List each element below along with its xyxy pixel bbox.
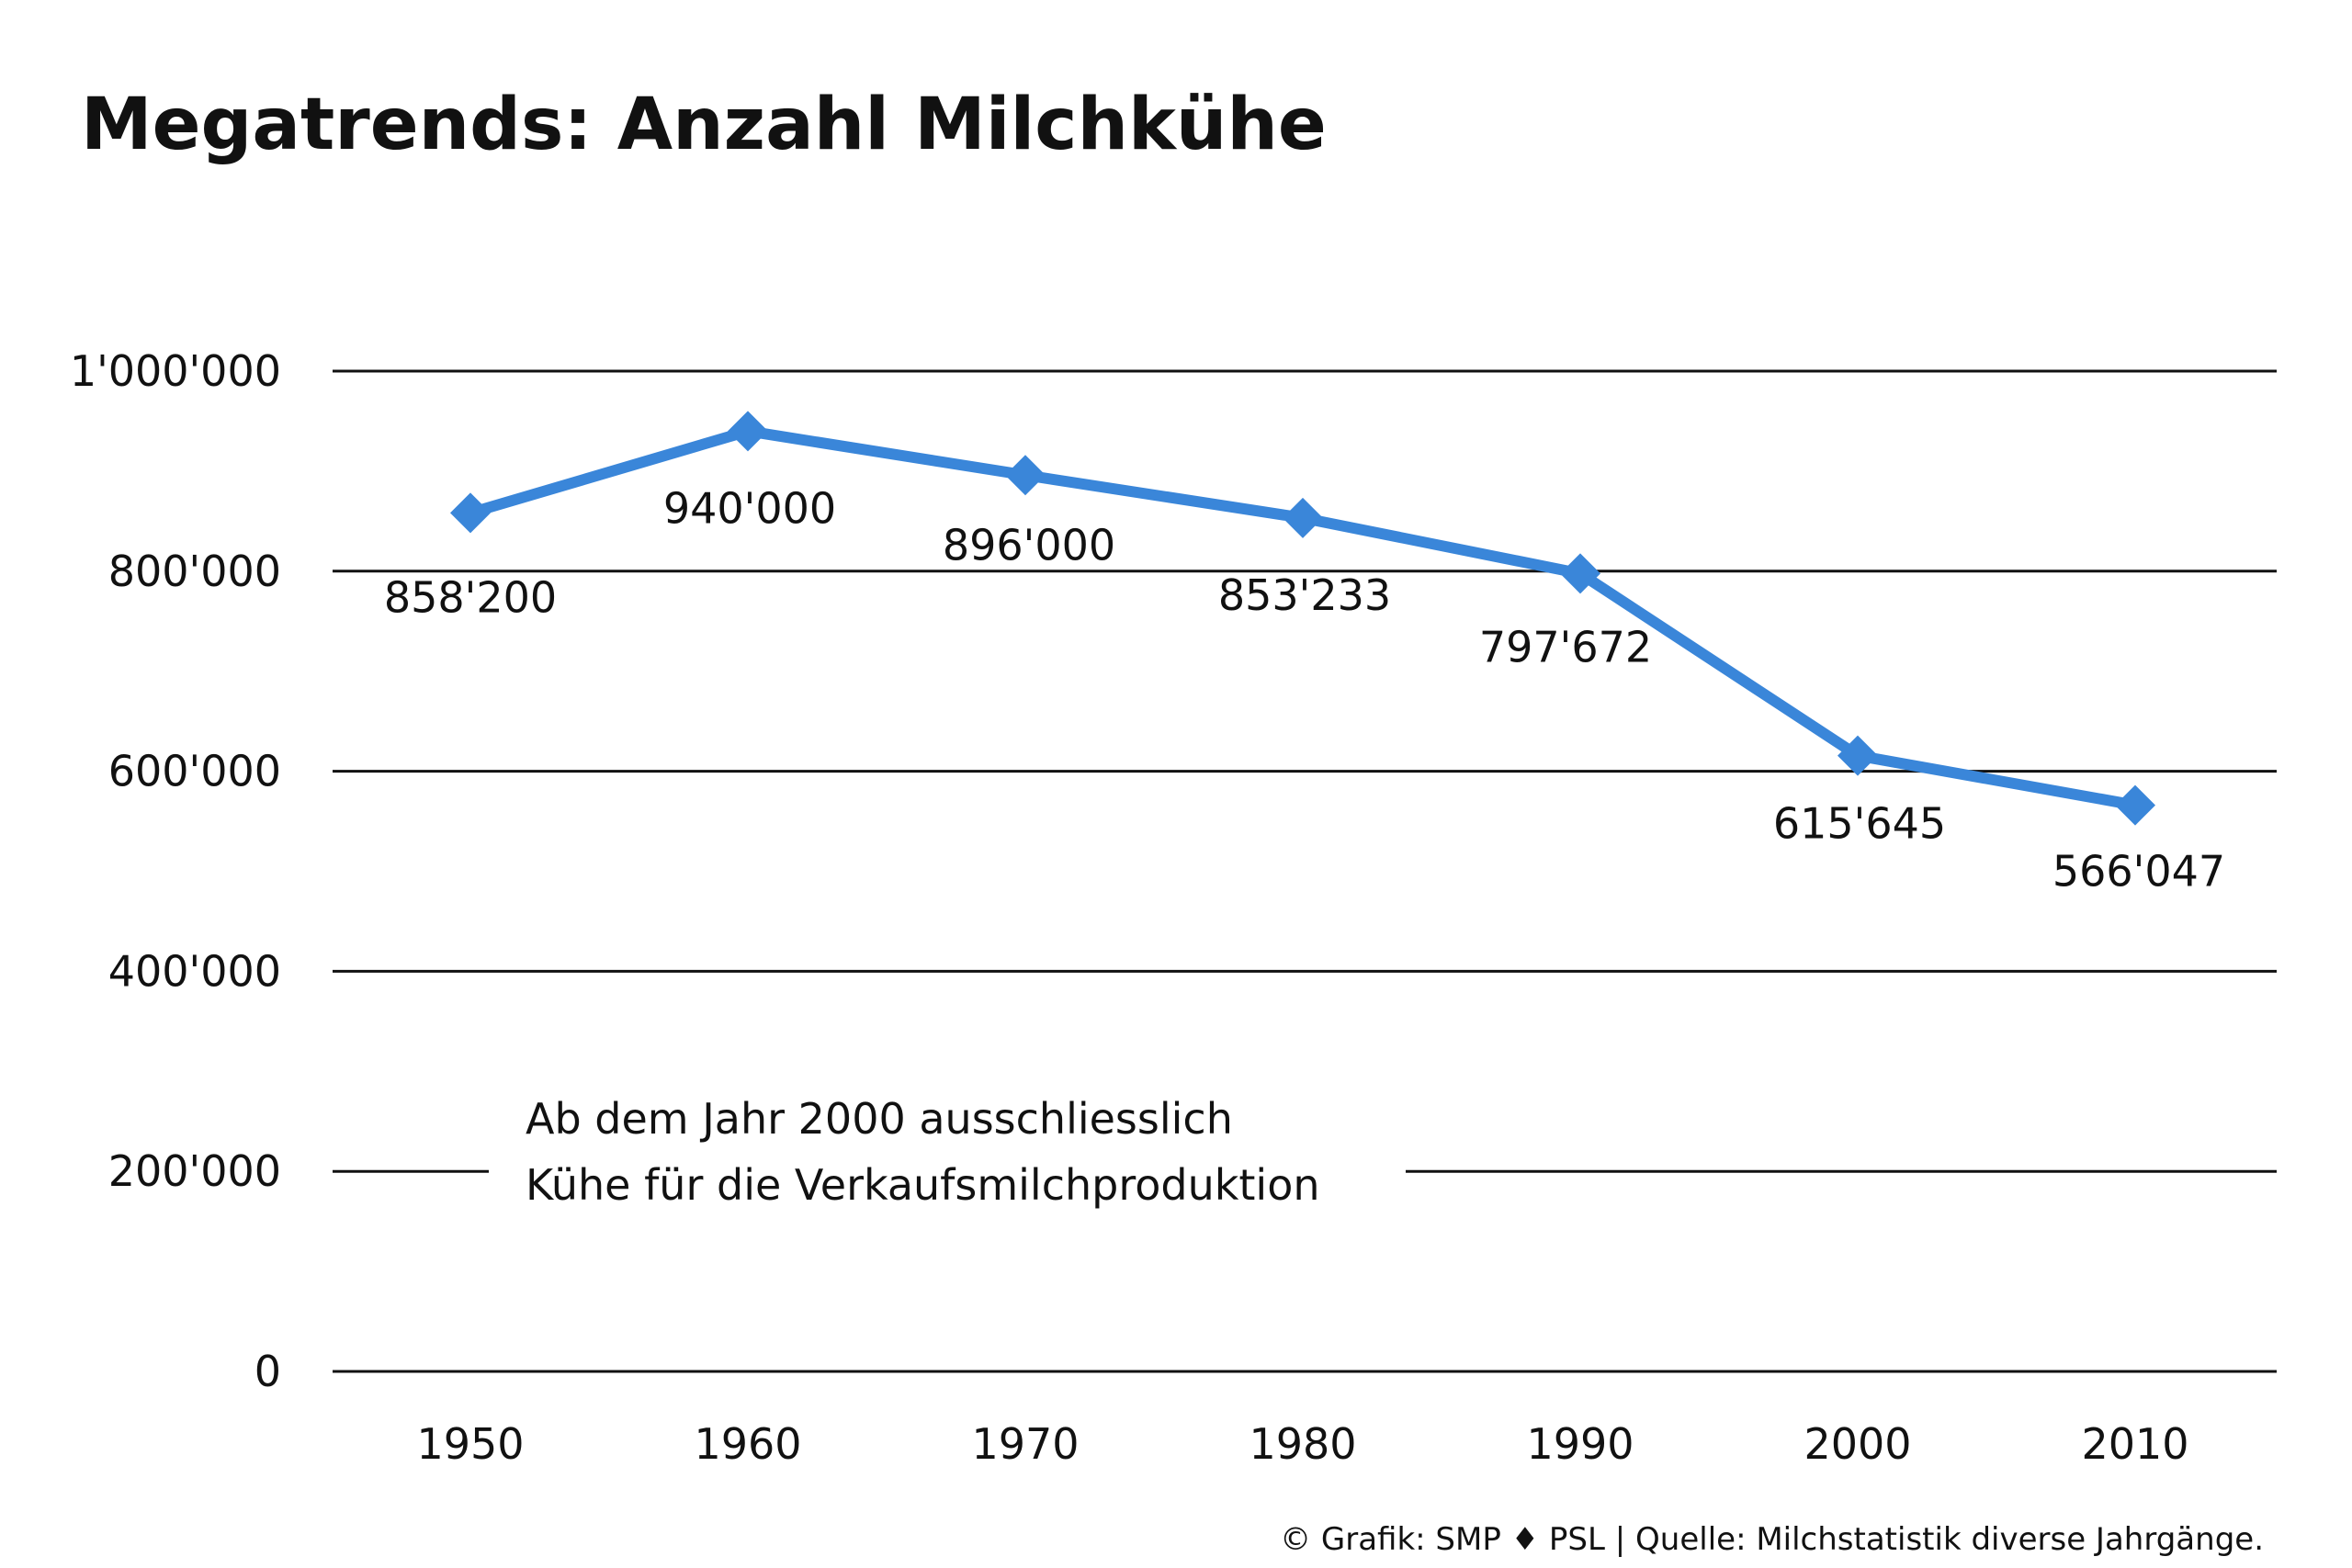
- y-tick-label: 800'000: [108, 547, 281, 596]
- data-point-marker: [1838, 735, 1878, 776]
- x-tick-label: 1970: [971, 1419, 1079, 1469]
- series-markers: [450, 411, 2155, 826]
- data-point-marker: [1283, 497, 1323, 538]
- data-point-marker: [450, 492, 491, 534]
- chart-title: Megatrends: Anzahl Milchkühe: [81, 84, 1327, 166]
- y-tick-label: 600'000: [108, 747, 281, 796]
- source-credit: © Grafik: SMP ♦ PSL | Quelle: Milchstati…: [1280, 1521, 2264, 1558]
- x-axis-ticks: 1950 1960 1970 1980 1990 2000 2010: [416, 1419, 2188, 1469]
- y-tick-label: 1'000'000: [70, 346, 281, 396]
- data-label: 896'000: [943, 520, 1115, 570]
- y-tick-label: 0: [254, 1347, 281, 1396]
- x-tick-label: 1950: [416, 1419, 524, 1469]
- y-tick-label: 400'000: [108, 946, 281, 996]
- y-tick-label: 200'000: [108, 1146, 281, 1196]
- gridlines: [333, 369, 2277, 1373]
- y-axis-ticks: 0 200'000 400'000 600'000 800'000 1'000'000: [70, 346, 281, 1396]
- x-tick-label: 2000: [1804, 1419, 1911, 1469]
- data-label: 566'047: [2052, 847, 2225, 897]
- data-label: 858'200: [384, 572, 557, 622]
- annotation-line-1: Ab dem Jahr 2000 ausschliesslich: [526, 1094, 1233, 1144]
- x-tick-label: 1960: [694, 1419, 801, 1469]
- x-tick-label: 1980: [1249, 1419, 1356, 1469]
- x-tick-label: 1990: [1526, 1419, 1634, 1469]
- data-point-marker: [1560, 553, 1600, 594]
- data-point-marker: [728, 411, 768, 452]
- data-label: 797'672: [1479, 622, 1652, 671]
- x-tick-label: 2010: [2081, 1419, 2188, 1469]
- data-label: 853'233: [1218, 570, 1391, 620]
- annotation-line-2: Kühe für die Verkaufsmilchproduktion: [526, 1160, 1320, 1210]
- data-label: 940'000: [663, 483, 836, 533]
- data-labels: 858'200 940'000 896'000 853'233 797'672 615'6…: [384, 483, 2225, 896]
- data-point-marker: [1005, 455, 1046, 496]
- data-label: 615'645: [1773, 799, 1946, 849]
- data-point-marker: [2115, 784, 2155, 826]
